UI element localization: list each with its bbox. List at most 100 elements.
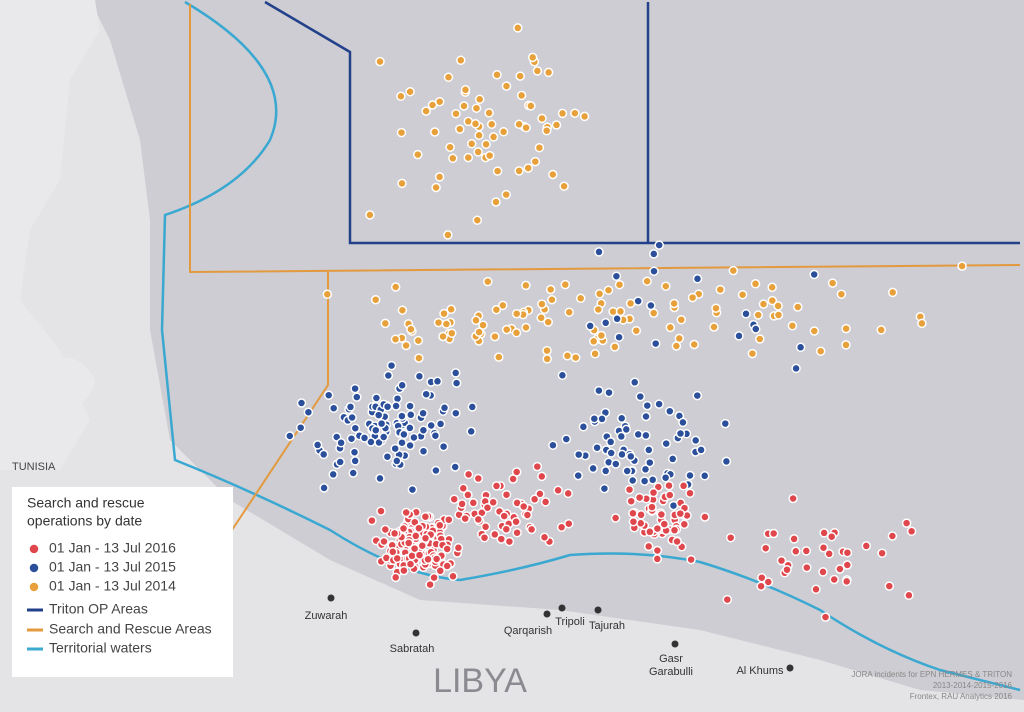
incident-dot xyxy=(537,471,547,482)
incident-dot xyxy=(397,380,407,391)
source: JORA incidents for EPN HERMES & TRITON 2… xyxy=(851,670,1012,701)
incident-dot xyxy=(392,456,402,466)
incident-dot xyxy=(453,543,464,553)
incident-dot xyxy=(674,333,685,344)
incident-dot xyxy=(481,139,491,150)
incident-dot xyxy=(650,338,661,349)
incident-dot xyxy=(401,507,411,518)
legend: Search and rescue operations by date 01 … xyxy=(12,487,233,677)
incident-dot xyxy=(699,471,710,481)
incident-dot xyxy=(540,497,551,507)
incident-dot xyxy=(689,339,699,350)
incident-dot xyxy=(652,554,663,564)
incident-dot xyxy=(498,127,509,137)
incident-dot xyxy=(349,447,360,457)
incident-dot xyxy=(763,577,774,587)
incident-dot xyxy=(641,430,651,441)
incident-dot xyxy=(529,494,540,505)
incident-dot xyxy=(824,549,834,559)
incident-dot xyxy=(791,363,801,374)
incident-dot xyxy=(425,579,435,590)
incident-dot xyxy=(433,317,444,328)
incident-dot xyxy=(518,501,529,512)
incident-dot xyxy=(526,101,536,111)
incident-dot xyxy=(473,514,484,525)
incident-dot xyxy=(371,393,382,403)
incident-dot xyxy=(482,502,493,513)
incident-dot xyxy=(675,428,686,439)
incident-dot xyxy=(685,488,695,498)
incident-dot xyxy=(578,422,589,432)
incident-dot xyxy=(443,72,454,82)
incident-dot xyxy=(390,334,401,344)
incident-dot xyxy=(747,348,758,359)
incident-dot xyxy=(491,481,502,491)
incident-dot xyxy=(397,178,407,189)
incident-dot xyxy=(380,318,391,329)
incident-dot xyxy=(696,445,706,455)
incident-dot xyxy=(365,210,375,220)
incident-dot xyxy=(622,466,632,476)
incident-dot xyxy=(352,392,362,402)
territorial-waters xyxy=(160,0,1021,692)
incident-dot xyxy=(396,91,406,102)
incident-dot xyxy=(383,370,394,381)
incident-dot xyxy=(659,519,670,529)
incident-dot xyxy=(480,522,491,532)
incident-dot xyxy=(633,429,643,440)
incident-dot xyxy=(827,278,838,288)
incident-dot xyxy=(654,399,664,409)
incident-dot xyxy=(444,514,454,525)
incident-dot xyxy=(782,564,792,575)
incident-dot xyxy=(575,293,586,304)
incident-dot xyxy=(648,308,659,318)
incident-dot xyxy=(514,166,524,176)
incident-dot xyxy=(534,142,545,153)
legend-label: 01 Jan - 13 Jul 2016 xyxy=(49,540,176,556)
source-line: 2013-2014-2015-2016 xyxy=(933,681,1013,690)
incident-dot xyxy=(811,584,821,595)
incident-dot xyxy=(642,400,653,411)
incident-dot xyxy=(887,531,898,541)
incident-dot xyxy=(647,502,657,512)
incident-dot xyxy=(449,494,459,504)
city-label: Tajurah xyxy=(589,620,625,632)
incident-dot xyxy=(741,309,751,319)
incident-dot xyxy=(669,525,680,535)
incident-dot xyxy=(671,341,682,351)
incident-dot xyxy=(380,524,391,535)
incident-dot xyxy=(504,536,515,547)
incident-dot xyxy=(829,574,839,585)
incident-dot xyxy=(295,422,306,433)
incident-dot xyxy=(589,413,600,424)
incident-dot xyxy=(434,172,445,182)
incident-dot xyxy=(624,484,635,495)
incident-dot xyxy=(616,413,627,424)
incident-dot xyxy=(471,103,482,113)
incident-dot xyxy=(530,156,541,167)
incident-dot xyxy=(406,410,416,420)
city-dot xyxy=(412,629,420,637)
incident-dot xyxy=(418,446,429,456)
incident-dot xyxy=(612,314,622,324)
incident-dot xyxy=(818,567,828,577)
incident-dot xyxy=(690,435,701,446)
incident-dot xyxy=(700,512,710,522)
incident-dot xyxy=(541,125,552,136)
incident-dot xyxy=(957,261,967,271)
incident-dot xyxy=(709,322,719,332)
incident-dot xyxy=(499,511,509,521)
incident-dot xyxy=(483,276,493,287)
incident-dot xyxy=(573,449,584,460)
country-label: TUNISIA xyxy=(12,461,56,473)
incident-dot xyxy=(634,492,645,503)
country-label: LIBYA xyxy=(433,662,527,700)
incident-dot xyxy=(421,106,431,116)
incident-dot xyxy=(665,322,676,333)
incident-dot xyxy=(443,230,453,240)
incident-dot xyxy=(473,473,484,484)
incident-dot xyxy=(420,511,431,522)
incident-dot xyxy=(345,402,356,412)
incident-dot xyxy=(543,67,554,78)
incident-dot xyxy=(450,368,461,378)
